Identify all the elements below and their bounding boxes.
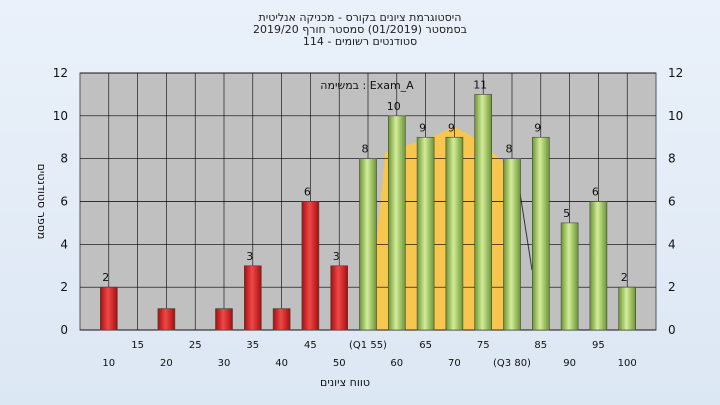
y-axis-left: 0 2 4 6 8 10 12 <box>53 66 68 337</box>
x-tick-50: 50 <box>333 358 346 369</box>
x-axis: 15 25 35 45 (Q1 55) 65 75 85 95 10 20 30 40 50 60 70 (Q3… <box>102 340 636 369</box>
x-tick-35: 35 <box>246 340 259 351</box>
data-label-55: 8 <box>362 143 369 156</box>
bar-20 <box>157 308 176 331</box>
x-tick-85: 85 <box>534 340 547 351</box>
y-tick-left-4: 4 <box>60 237 68 251</box>
data-label-75: 11 <box>473 78 487 91</box>
y-tick-left-6: 6 <box>60 195 68 209</box>
legend-label: במשימה : Exam_A <box>320 79 414 92</box>
bar-30 <box>215 308 233 331</box>
data-labels: 2 3 6 3 8 10 9 9 11 8 9 5 6 2 <box>102 78 627 284</box>
bar-95 <box>589 201 608 331</box>
x-tick-60: 60 <box>390 358 403 369</box>
bar-65 <box>416 136 435 331</box>
data-label-65: 9 <box>419 121 426 134</box>
data-label-80: 8 <box>506 143 513 156</box>
bar-10 <box>100 286 118 331</box>
bar-45 <box>301 201 320 331</box>
x-tick-80: (Q3 80) <box>493 358 531 369</box>
bar-35 <box>244 265 262 331</box>
x-tick-20: 20 <box>160 358 173 369</box>
y-tick-left-0: 0 <box>60 323 68 337</box>
data-label-95: 6 <box>592 186 599 199</box>
y-tick-right-10: 10 <box>668 109 683 123</box>
title-line-2: בסמסטר (01/2019) סמסטר חורף 2019/20 <box>253 23 467 36</box>
data-label-45: 6 <box>304 186 311 199</box>
x-tick-30: 30 <box>218 358 231 369</box>
title-line-3: סטודנטים רשומים - 114 <box>303 35 417 48</box>
data-label-70: 9 <box>448 121 455 134</box>
x-tick-65: 65 <box>419 340 432 351</box>
y-tick-right-12: 12 <box>668 66 683 80</box>
y-tick-left-10: 10 <box>53 109 68 123</box>
x-tick-55: (Q1 55) <box>349 340 387 351</box>
data-label-90: 5 <box>563 207 570 220</box>
x-tick-75: 75 <box>477 340 490 351</box>
chart-title: היסטוגרמת ציונים בקורס - מכניקה אנליטיתב… <box>253 11 467 48</box>
bar-60 <box>387 115 406 331</box>
y-tick-right-8: 8 <box>668 152 676 166</box>
data-label-35: 3 <box>246 250 253 263</box>
x-axis-title: טווח ציונים <box>320 376 370 389</box>
bars <box>100 94 637 331</box>
bar-90 <box>560 222 579 331</box>
x-tick-70: 70 <box>448 358 461 369</box>
x-tick-10: 10 <box>102 358 115 369</box>
y-tick-right-4: 4 <box>668 237 676 251</box>
x-tick-45: 45 <box>304 340 317 351</box>
x-tick-100: 100 <box>618 358 637 369</box>
bar-70 <box>445 136 464 331</box>
title-line-1: היסטוגרמת ציונים בקורס - מכניקה אנליטית <box>259 11 462 24</box>
y-tick-left-2: 2 <box>60 280 68 294</box>
y-tick-left-12: 12 <box>53 66 68 80</box>
bar-50 <box>330 265 349 331</box>
y-tick-right-6: 6 <box>668 195 676 209</box>
bar-40 <box>272 308 291 331</box>
y-tick-right-2: 2 <box>668 280 676 294</box>
bar-75 <box>474 94 493 331</box>
x-tick-95: 95 <box>592 340 605 351</box>
x-tick-90: 90 <box>563 358 576 369</box>
data-label-85: 9 <box>534 121 541 134</box>
data-label-10: 2 <box>102 271 109 284</box>
y-tick-left-8: 8 <box>60 152 68 166</box>
x-tick-15: 15 <box>131 340 144 351</box>
data-label-50: 3 <box>333 250 340 263</box>
bar-80 <box>503 158 521 331</box>
y-axis-title: מספר סטודנטים <box>35 164 48 240</box>
data-label-60: 10 <box>387 100 401 113</box>
y-axis-right: 0 2 4 6 8 10 12 <box>668 66 683 337</box>
bar-85 <box>531 136 550 331</box>
x-tick-40: 40 <box>275 358 288 369</box>
bar-100 <box>618 286 637 331</box>
bar-55 <box>359 158 377 331</box>
data-label-100: 2 <box>621 271 628 284</box>
x-tick-25: 25 <box>189 340 202 351</box>
y-tick-right-0: 0 <box>668 323 676 337</box>
